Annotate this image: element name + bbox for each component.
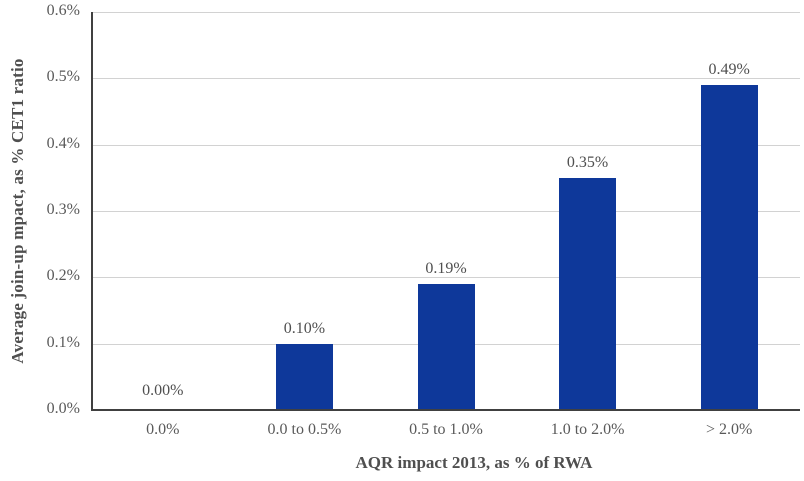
gridline [92,144,800,146]
bar-0.5 to 1.0% [417,283,475,410]
y-tick-label: 0.1% [46,333,80,351]
bar-data-label: 0.00% [142,382,184,399]
y-tick-label: 0.2% [46,267,80,285]
x-tick-label: 1.0 to 2.0% [550,421,625,438]
bar-data-label: 0.35% [566,153,609,171]
gridline [92,211,800,212]
y-tick-label: 0.6% [46,2,80,19]
x-tick-label: 0.5 to 1.0% [409,421,483,438]
gridline [92,78,800,80]
y-tick-label: 0.0% [46,400,80,417]
x-axis-title: AQR impact 2013, as % of RWA [355,453,593,472]
x-axis-line [91,409,800,411]
x-tick-label: 0.0% [146,421,180,438]
bar-0.0 to 0.5% [275,343,333,410]
gridline [92,277,800,279]
y-tick-label: 0.5% [46,68,80,86]
y-tick-label: 0.3% [46,201,80,218]
bar-data-label: 0.19% [425,259,467,277]
x-tick-label: 0.0 to 0.5% [267,421,342,438]
bar-data-label: 0.10% [283,319,326,337]
bar-data-label: 0.49% [708,60,750,78]
plot-area: 0.00% 0.10% 0.19% 0.35% 0.49% [92,12,800,410]
x-tick-label: > 2.0% [706,421,753,438]
y-axis-line [91,12,93,410]
bar-> 2.0% [700,84,758,410]
gridline [92,12,800,13]
y-tick-label: 0.4% [46,134,80,152]
bar-1.0 to 2.0% [559,177,617,410]
